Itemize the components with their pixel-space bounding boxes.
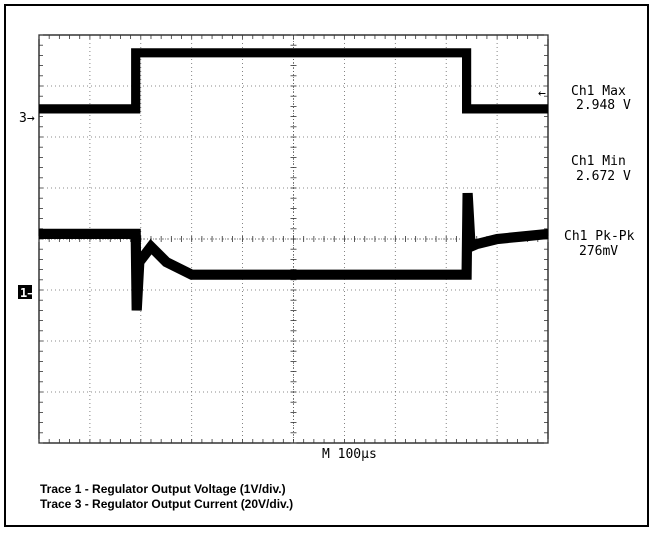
measurement-ch1-pkpk-label: Ch1 Pk-Pk: [564, 229, 635, 244]
oscilloscope-frame: 3→ 1→ ← M 100µs Ch1 Max 2.948 V Ch1 Min …: [4, 4, 649, 527]
channel-3-marker: 3→: [19, 111, 35, 126]
svg-text:1→: 1→: [20, 286, 34, 300]
timebase-label: M 100µs: [322, 447, 377, 462]
measurement-ch1-max-value: 2.948 V: [576, 98, 631, 113]
measurement-ch1-max-label: Ch1 Max: [571, 84, 626, 99]
trigger-level-arrow: ←: [538, 86, 546, 101]
oscilloscope-screen: 3→ 1→ ← M 100µs Ch1 Max 2.948 V Ch1 Min …: [18, 34, 635, 462]
traces: [39, 48, 549, 311]
measurement-ch1-min-label: Ch1 Min: [571, 154, 626, 169]
measurement-ch1-min-value: 2.672 V: [576, 169, 631, 184]
channel-1-marker: 1→: [18, 285, 34, 300]
caption-trace-1: Trace 1 - Regulator Output Voltage (1V/d…: [40, 482, 286, 496]
trace-1: [39, 192, 549, 311]
trace-3: [39, 48, 548, 114]
measurement-ch1-pkpk-value: 276mV: [579, 244, 618, 259]
caption-trace-3: Trace 3 - Regulator Output Current (20V/…: [40, 497, 294, 511]
